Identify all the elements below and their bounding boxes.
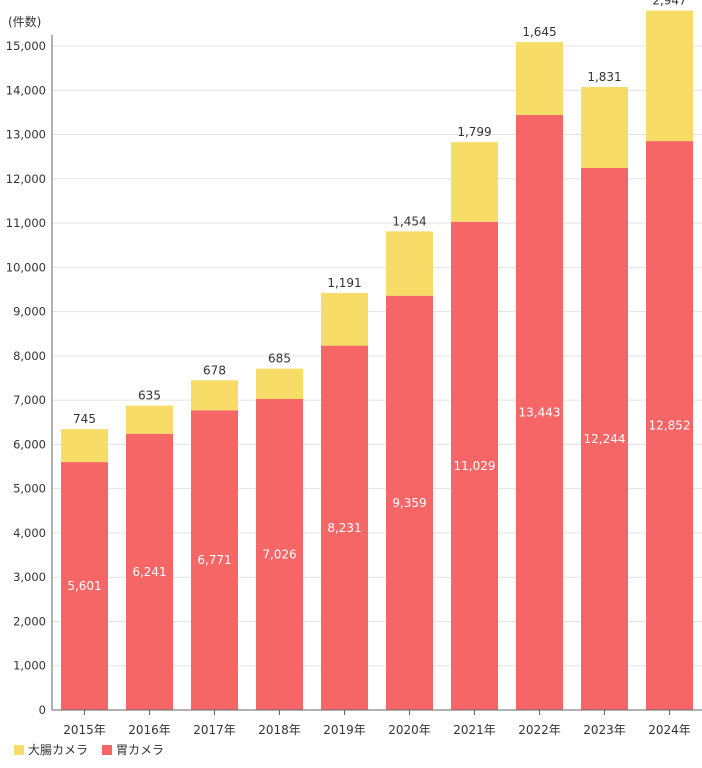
x-tick-label: 2015年 [63,723,106,737]
bar-segment-colonoscopy [516,42,563,115]
y-tick-label: 13,000 [6,128,46,142]
data-label-gastroscopy: 13,443 [519,405,561,419]
y-tick-label: 12,000 [6,172,46,186]
legend-swatch-gastroscopy [102,744,113,755]
data-label-colonoscopy: 745 [73,412,96,426]
x-tick-label: 2021年 [453,723,496,737]
bar-segment-gastroscopy [321,345,368,710]
data-label-colonoscopy: 635 [138,389,161,403]
y-tick-label: 3,000 [13,570,46,584]
data-label-gastroscopy: 8,231 [327,521,361,535]
bars [61,10,693,711]
y-tick-label: 5,000 [13,482,46,496]
y-tick-label: 0 [39,703,46,717]
data-labels: 5,601 745 6,241 635 6,771 678 7,026 685 8,231 1,1… [67,0,690,593]
y-tick-label: 1,000 [13,659,46,673]
x-tick-label: 2020年 [388,723,431,737]
bar-segment-colonoscopy [61,429,108,463]
legend-label-gastroscopy: 胃カメラ [116,743,165,757]
bar-segment-colonoscopy [386,231,433,296]
data-label-colonoscopy: 1,191 [327,276,361,290]
bar-segment-colonoscopy [321,292,368,346]
y-tick-label: 9,000 [13,305,46,319]
data-label-colonoscopy: 1,454 [392,214,426,228]
data-label-colonoscopy: 1,799 [457,125,491,139]
y-tick-label: 10,000 [6,260,46,274]
data-label-gastroscopy: 7,026 [262,547,296,561]
data-label-colonoscopy: 685 [268,352,291,366]
x-tick-label: 2023年 [583,723,626,737]
x-tick-label: 2022年 [518,723,561,737]
data-label-colonoscopy: 1,645 [522,25,556,39]
bar-segment-colonoscopy [191,380,238,411]
data-label-gastroscopy: 9,359 [392,496,426,510]
x-tick-label: 2018年 [258,723,301,737]
data-label-gastroscopy: 12,852 [649,419,691,433]
bar-segment-colonoscopy [256,368,303,399]
data-label-colonoscopy: 1,831 [587,70,621,84]
y-tick-label: 4,000 [13,526,46,540]
x-tick-label: 2019年 [323,723,366,737]
bar-segment-gastroscopy [126,433,173,710]
legend-item-gastroscopy[interactable]: 胃カメラ [102,741,164,758]
data-label-gastroscopy: 6,241 [132,565,166,579]
y-axis-ticks: 0 1,000 2,000 3,000 4,000 5,000 6,000 7,000 8,00… [6,39,46,717]
y-tick-label: 8,000 [13,349,46,363]
bar-segment-gastroscopy [581,167,628,711]
data-label-gastroscopy: 11,029 [454,459,496,473]
data-label-gastroscopy: 12,244 [584,432,626,446]
x-axis-ticks: 2015年 2016年 2017年 2018年 2019年 2020年 2021年 2022年… [63,710,691,737]
legend-label-colonoscopy: 大腸カメラ [28,743,89,757]
y-tick-label: 14,000 [6,83,46,97]
y-tick-label: 6,000 [13,437,46,451]
bar-segment-colonoscopy [646,10,693,142]
data-label-colonoscopy: 2,947 [652,0,686,8]
x-tick-label: 2017年 [193,723,236,737]
bar-segment-gastroscopy [386,295,433,710]
bar-segment-colonoscopy [581,86,628,168]
bar-segment-colonoscopy [451,142,498,222]
y-tick-label: 7,000 [13,393,46,407]
data-label-gastroscopy: 6,771 [197,553,231,567]
bar-segment-gastroscopy [61,462,108,710]
y-tick-label: 15,000 [6,39,46,53]
bar-segment-gastroscopy [451,221,498,710]
data-label-gastroscopy: 5,601 [67,579,101,593]
bar-segment-gastroscopy [516,114,563,710]
legend-swatch-colonoscopy [14,744,24,755]
legend: 大腸カメラ 胃カメラ [14,741,164,758]
data-label-colonoscopy: 678 [203,363,226,377]
x-tick-label: 2024年 [648,723,691,737]
y-tick-label: 2,000 [13,614,46,628]
y-axis-unit-label: (件数) [8,14,41,29]
bar-segment-gastroscopy [256,398,303,710]
legend-item-colonoscopy[interactable]: 大腸カメラ [14,741,88,758]
bar-segment-gastroscopy [646,141,693,711]
x-tick-label: 2016年 [128,723,171,737]
bar-segment-colonoscopy [126,405,173,434]
bar-segment-gastroscopy [191,410,238,710]
y-tick-label: 11,000 [6,216,46,230]
